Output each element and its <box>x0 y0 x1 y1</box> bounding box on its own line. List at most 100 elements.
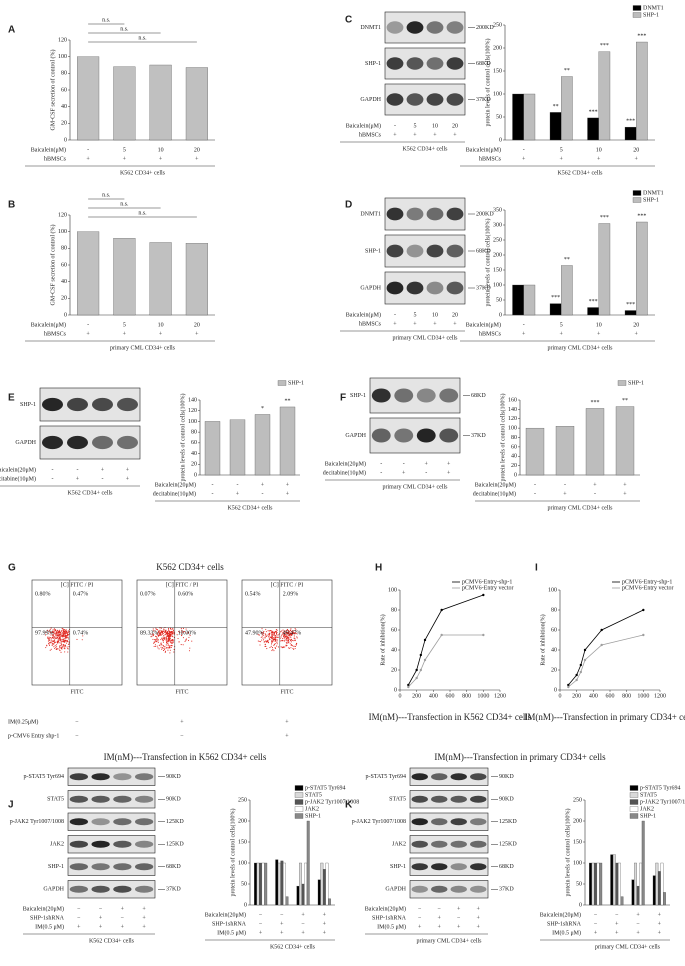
flow-event <box>280 646 282 648</box>
quadrant-percent: 97.99% <box>35 631 54 637</box>
condition-value: - <box>523 147 525 153</box>
data-point <box>482 593 485 597</box>
flow-event <box>164 650 167 652</box>
flow-event <box>161 637 163 639</box>
condition-value: − <box>636 921 640 927</box>
legend-swatch <box>294 785 304 791</box>
bar <box>615 862 619 906</box>
blot-marker: 37KD <box>166 887 181 893</box>
bar <box>591 862 595 906</box>
flow-event <box>171 635 173 637</box>
flow-event <box>162 632 164 634</box>
blot-row-label: SHP-1 <box>350 393 366 399</box>
y-tick-label: 120 <box>58 212 67 218</box>
flow-event <box>178 641 180 643</box>
flow-event <box>166 632 168 634</box>
y-tick-label: 250 <box>573 797 582 803</box>
flow-event <box>263 641 265 643</box>
flow-event <box>169 634 171 636</box>
flow-event <box>62 633 64 635</box>
flow-event <box>276 631 278 634</box>
flow-event <box>64 635 66 637</box>
blot-strip <box>409 857 489 876</box>
flow-event <box>155 628 157 630</box>
condition-value: + <box>142 915 146 921</box>
condition-value: − <box>301 921 305 927</box>
condition-value: + <box>477 924 481 930</box>
flow-event <box>59 650 61 652</box>
flow-event <box>62 638 64 640</box>
data-point <box>583 658 587 662</box>
flow-event <box>56 631 58 633</box>
flow-event <box>281 640 283 642</box>
bar <box>254 862 257 906</box>
blot-strip <box>67 880 156 899</box>
flow-event <box>274 647 276 650</box>
flow-event <box>154 638 156 641</box>
flow-event <box>173 633 175 635</box>
condition-value: − <box>77 906 81 912</box>
flow-event <box>57 639 59 641</box>
flow-event <box>59 647 61 649</box>
y-tick-label: 40 <box>391 647 397 653</box>
flow-event <box>158 634 160 636</box>
flow-event <box>276 643 278 645</box>
blot-band <box>67 397 88 412</box>
panel-letter: H <box>375 563 382 574</box>
flow-event <box>60 638 62 640</box>
legend-label: SHP-1 <box>640 813 656 819</box>
condition-value: + <box>447 470 451 476</box>
data-point <box>583 648 587 652</box>
flow-event <box>157 635 160 637</box>
flow-event <box>81 639 83 641</box>
flow-event <box>49 639 51 641</box>
condition-value: + <box>594 930 598 936</box>
data-point <box>407 685 410 689</box>
condition-value: + <box>159 156 163 162</box>
flow-event <box>76 638 78 641</box>
blot-band <box>92 397 113 412</box>
data-point <box>567 683 570 687</box>
condition-label: Baicalein(μM) <box>466 146 501 153</box>
flow-event <box>290 632 292 634</box>
blot-band <box>470 818 487 826</box>
panel-letter: A <box>8 25 15 36</box>
y-tick-label: 40 <box>191 451 197 457</box>
blot-band <box>416 428 436 443</box>
flow-event <box>269 629 272 632</box>
flow-event <box>53 646 55 648</box>
flow-event <box>284 646 286 648</box>
legend-swatch <box>277 380 287 386</box>
x-tick-label: 400 <box>429 693 438 699</box>
flow-event <box>60 642 62 644</box>
flow-event <box>54 647 56 649</box>
significance: *** <box>637 33 646 39</box>
legend-swatch <box>629 813 639 819</box>
series-line <box>568 609 644 686</box>
condition-value: − <box>121 915 125 921</box>
flow-event <box>156 637 158 639</box>
flow-plot <box>136 579 228 686</box>
flow-event <box>292 639 294 641</box>
bar <box>259 862 263 906</box>
x-axis-title: primary CML CD34+ cells <box>110 345 176 351</box>
y-tick-label: 80 <box>61 71 67 77</box>
legend-label: DNMT1 <box>643 190 664 196</box>
panel-letter: G <box>8 563 16 574</box>
flow-event <box>287 642 289 644</box>
flow-event <box>189 634 191 637</box>
blot-band <box>450 773 467 781</box>
flow-event <box>57 638 59 640</box>
condition-value: - <box>380 461 382 467</box>
flow-event <box>290 636 292 638</box>
quadrant-percent: 47.90% <box>245 631 264 637</box>
legend-swatch <box>632 190 642 196</box>
legend-label: p-JAK2 Tyr1007/1008 <box>305 799 359 805</box>
condition-value: 5 <box>560 147 563 153</box>
blot-band <box>416 388 436 403</box>
condition-value: + <box>418 924 422 930</box>
flow-event <box>266 635 268 637</box>
flow-event <box>274 631 277 633</box>
flow-event <box>294 627 296 630</box>
flow-event <box>285 645 287 647</box>
